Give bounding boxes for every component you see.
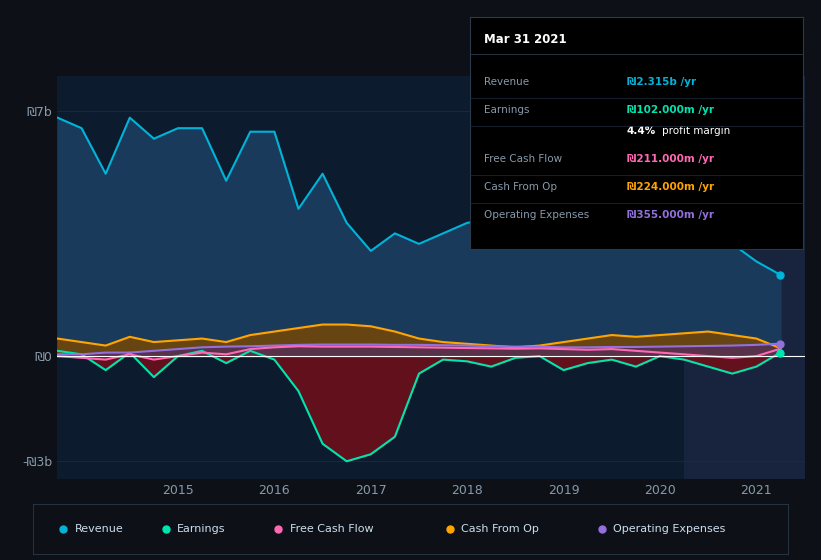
Text: ₪224.000m /yr: ₪224.000m /yr: [626, 182, 713, 192]
Text: ₪211.000m /yr: ₪211.000m /yr: [626, 154, 713, 164]
Text: ₪2.315b /yr: ₪2.315b /yr: [626, 77, 696, 87]
Text: Free Cash Flow: Free Cash Flow: [484, 154, 562, 164]
Text: Mar 31 2021: Mar 31 2021: [484, 33, 566, 46]
Text: Cash From Op: Cash From Op: [461, 524, 539, 534]
Text: Revenue: Revenue: [75, 524, 123, 534]
Text: profit margin: profit margin: [662, 126, 730, 136]
Text: Operating Expenses: Operating Expenses: [484, 209, 589, 220]
Text: ₪355.000m /yr: ₪355.000m /yr: [626, 209, 713, 220]
Text: Cash From Op: Cash From Op: [484, 182, 557, 192]
Text: Earnings: Earnings: [484, 105, 530, 115]
Text: Revenue: Revenue: [484, 77, 529, 87]
Text: ₪102.000m /yr: ₪102.000m /yr: [626, 105, 713, 115]
Text: Earnings: Earnings: [177, 524, 226, 534]
Text: 4.4%: 4.4%: [626, 126, 656, 136]
Text: Operating Expenses: Operating Expenses: [613, 524, 725, 534]
Text: Free Cash Flow: Free Cash Flow: [290, 524, 374, 534]
Bar: [684, 76, 805, 479]
